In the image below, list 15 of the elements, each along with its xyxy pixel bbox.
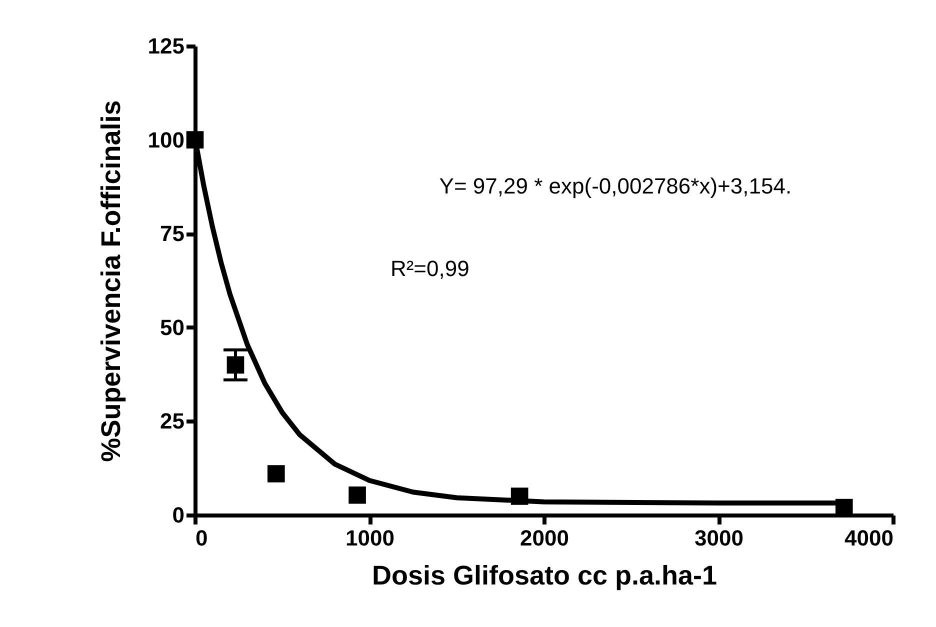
x-tick-label: 2000 xyxy=(520,526,569,550)
x-tick-label: 4000 xyxy=(844,526,894,550)
y-tick-label: 125 xyxy=(148,34,184,58)
annotation: R²=0,99 xyxy=(390,256,470,281)
y-tick-label: 75 xyxy=(160,221,184,246)
x-tick-label: 3000 xyxy=(694,526,744,550)
x-tick-label: 0 xyxy=(196,526,208,550)
y-tick-label: 0 xyxy=(172,502,184,528)
annotation: Y= 97,29 * exp(-0,002786*x)+3,154. xyxy=(439,174,792,199)
y-tick-label: 100 xyxy=(148,127,184,152)
x-axis-title: Dosis Glifosato cc p.a.ha-1 xyxy=(372,560,718,590)
y-axis-title: %Supervivencia F.officinalis xyxy=(96,100,126,462)
y-tick-label: 25 xyxy=(160,408,184,434)
y-tick-label: 50 xyxy=(160,314,184,340)
x-tick-label: 1000 xyxy=(346,526,394,550)
